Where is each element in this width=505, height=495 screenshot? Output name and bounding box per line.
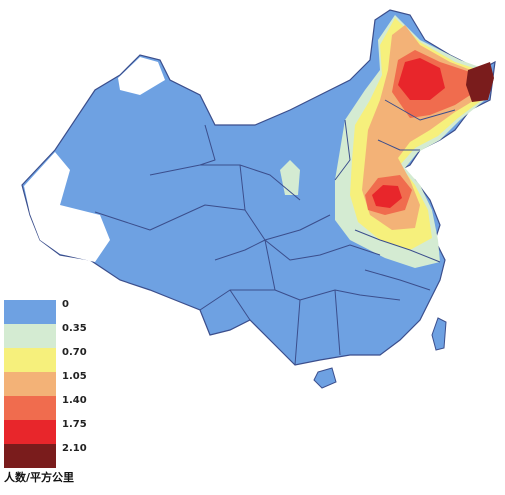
legend-label: 0 <box>62 299 69 310</box>
blank-area <box>118 57 165 95</box>
island <box>313 367 337 389</box>
legend-swatch <box>4 420 56 444</box>
legend-title: 人数/平方公里 <box>4 470 74 484</box>
legend-label: 0.35 <box>62 323 87 334</box>
legend: 0 0.35 0.70 1.05 1.40 1.75 2.10 人数/平方公里 <box>4 299 87 484</box>
legend-label: 1.75 <box>62 419 87 430</box>
legend-label: 1.05 <box>62 371 87 382</box>
legend-label: 1.40 <box>62 395 87 406</box>
blank-area <box>280 160 300 195</box>
legend-swatch <box>4 396 56 420</box>
legend-label: 0.70 <box>62 347 87 358</box>
density-area <box>398 58 445 100</box>
legend-swatch <box>4 348 56 372</box>
legend-label: 2.10 <box>62 443 87 454</box>
density-area <box>466 62 494 102</box>
legend-swatch <box>4 300 56 324</box>
province-border <box>94 99 456 366</box>
legend-swatch <box>4 324 56 348</box>
legend-swatch <box>4 444 56 468</box>
density-area <box>372 185 402 208</box>
legend-swatch <box>4 372 56 396</box>
blank-area <box>24 152 110 262</box>
island <box>431 317 447 351</box>
